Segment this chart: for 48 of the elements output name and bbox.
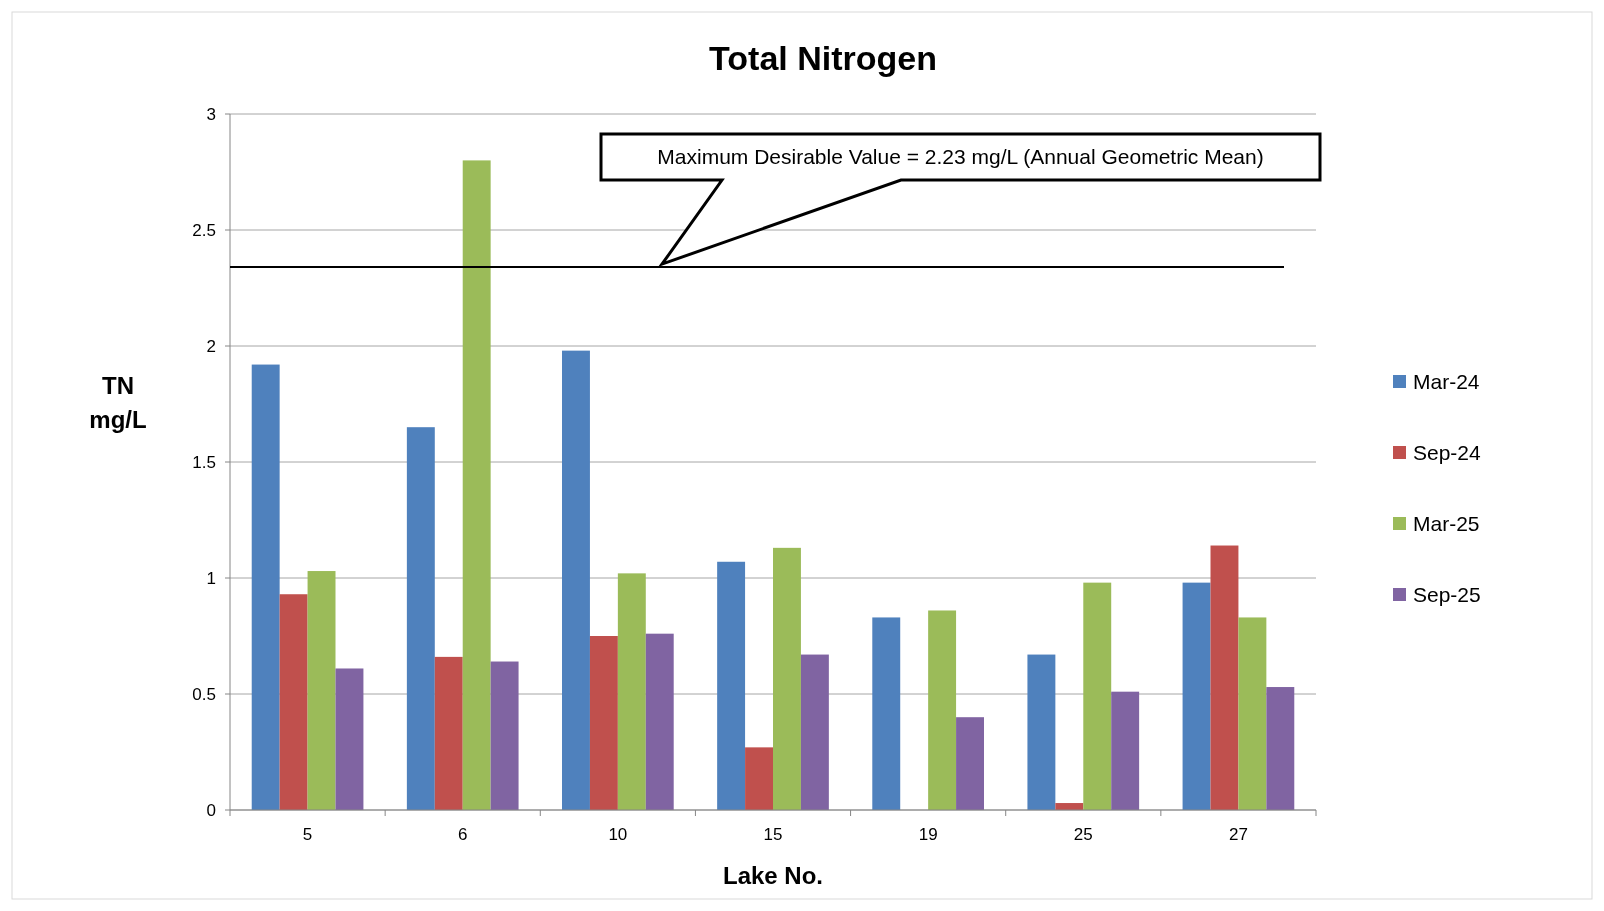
bar (490, 661, 519, 810)
bar (1266, 687, 1295, 810)
y-tick-label: 1.5 (192, 452, 216, 472)
bar (745, 747, 773, 810)
bar (1238, 617, 1267, 810)
bar (589, 636, 618, 810)
bar (1210, 545, 1239, 810)
x-tick-label: 15 (763, 825, 783, 844)
bar (1111, 691, 1140, 810)
y-tick-label: 1 (206, 568, 216, 588)
legend-label: Mar-25 (1413, 512, 1480, 536)
legend-label: Sep-25 (1413, 583, 1481, 607)
bar (1182, 582, 1211, 810)
y-tick-label: 0.5 (192, 684, 216, 704)
y-tick-label: 0 (206, 800, 216, 820)
x-tick-label: 10 (608, 825, 628, 844)
bar (251, 364, 280, 810)
bar (434, 656, 463, 810)
legend-label: Sep-24 (1413, 441, 1482, 465)
bar (717, 561, 746, 810)
bar (872, 617, 901, 810)
bar (617, 573, 646, 810)
x-tick-label: 6 (457, 825, 468, 844)
bar (928, 610, 957, 810)
bar (307, 571, 336, 810)
y-tick-label: 2 (206, 336, 216, 356)
bar (279, 594, 308, 810)
y-axis-title: TN mg/L (89, 372, 147, 433)
bar (773, 547, 801, 810)
bar (406, 427, 435, 810)
y-tick-label: 2.5 (192, 220, 216, 240)
bar (335, 668, 364, 810)
bar (645, 633, 674, 810)
annotation: Maximum Desirable Value = 2.23 mg/L (Annual Geometric Mean) (657, 145, 1264, 169)
bar (1027, 654, 1056, 810)
x-tick-label: 5 (302, 825, 313, 844)
x-tick-label: 25 (1073, 825, 1093, 844)
bar (1083, 582, 1112, 810)
x-axis-title: Lake No. (722, 862, 824, 889)
y-tick-label: 3 (206, 104, 216, 124)
x-tick-label: 19 (918, 825, 938, 844)
bar (800, 654, 829, 810)
bar (562, 350, 590, 810)
x-tick-label: 27 (1228, 825, 1248, 844)
bar (462, 160, 491, 810)
chart-title: Total Nitrogen (709, 39, 937, 77)
legend-label: Mar-24 (1413, 370, 1480, 394)
bar (956, 717, 984, 810)
